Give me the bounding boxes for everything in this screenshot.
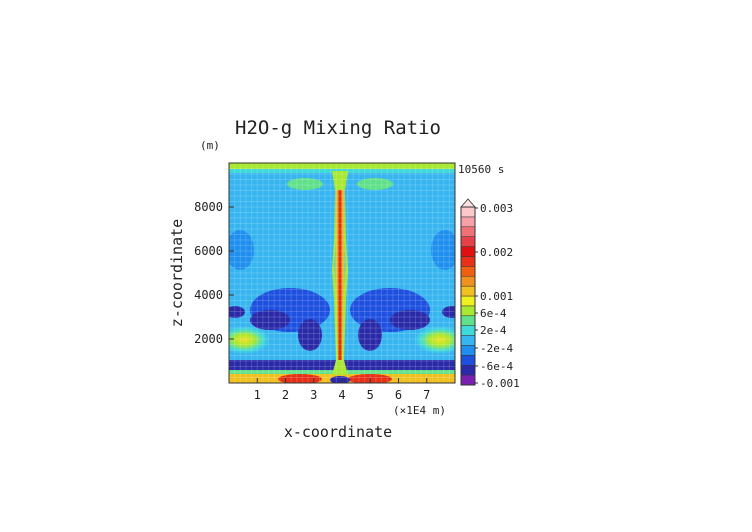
x-tick-label: 3 (310, 388, 317, 402)
colorbar-swatch (460, 275, 476, 287)
y-unit-label: (m) (200, 139, 220, 152)
colorbar-swatch (460, 226, 476, 237)
colorbar-swatch (460, 315, 476, 326)
y-axis-label: z-coordinate (168, 219, 186, 327)
colorbar-swatch (460, 206, 476, 218)
x-tick-label: 2 (282, 388, 289, 402)
colorbar-label: 0.003 (480, 202, 513, 215)
colorbar-swatch (460, 374, 476, 386)
colorbar-swatch (460, 266, 476, 277)
colorbar-swatch (460, 345, 476, 356)
colorbar-extend-arrow (460, 198, 476, 208)
colorbar-label: -6e-4 (480, 360, 513, 373)
colorbar-swatch (460, 364, 476, 376)
colorbar-swatch (460, 236, 476, 247)
colorbar: 0.003 0.002 0.001 6e-4 2e-4 -2e-4 -6e-4 -0.001 (460, 198, 520, 390)
colorbar-swatch (460, 355, 476, 366)
colorbar-swatch (460, 216, 476, 228)
x-unit-label: (×1E4 m) (393, 404, 446, 417)
heatmap-field (229, 163, 455, 383)
colorbar-label: 0.002 (480, 246, 513, 259)
y-tick-label: 8000 (194, 200, 223, 214)
x-tick-label: 6 (395, 388, 402, 402)
x-tick-label: 4 (338, 388, 345, 402)
colorbar-swatch (460, 335, 476, 346)
colorbar-swatch (460, 285, 476, 297)
x-tick-label: 7 (423, 388, 430, 402)
time-label: 10560 s (458, 163, 504, 176)
colorbar-label: 2e-4 (480, 324, 507, 337)
y-tick-label: 2000 (194, 332, 223, 346)
x-axis-label: x-coordinate (284, 423, 392, 441)
chart-title: H2O-g Mixing Ratio (235, 117, 441, 139)
colorbar-swatch (460, 295, 476, 307)
y-tick-label: 4000 (194, 288, 223, 302)
y-tick-label: 6000 (194, 244, 223, 258)
colorbar-label: 0.001 (480, 290, 513, 303)
colorbar-label: 6e-4 (480, 307, 507, 320)
colorbar-label: -0.001 (480, 377, 520, 390)
colorbar-label: -2e-4 (480, 342, 513, 355)
colorbar-swatch (460, 256, 476, 267)
colorbar-swatch (460, 246, 476, 257)
colorbar-swatch (460, 325, 476, 336)
x-tick-label: 5 (367, 388, 374, 402)
x-tick-label: 1 (254, 388, 261, 402)
colorbar-swatch (460, 305, 476, 317)
